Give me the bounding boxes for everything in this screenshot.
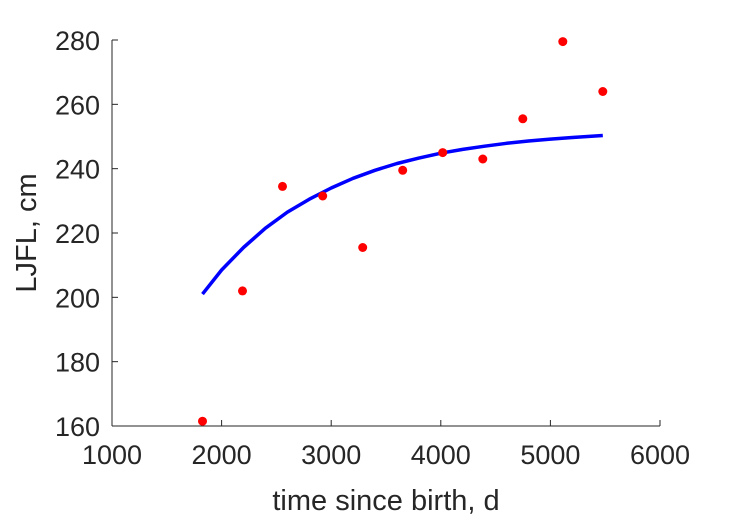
x-axis-ticks: 1000 2000 3000 4000 5000 6000	[82, 420, 690, 470]
data-point	[278, 181, 287, 191]
axes	[111, 40, 660, 427]
data-point	[438, 148, 448, 158]
x-tick-label: 2000	[192, 440, 252, 470]
data-point	[478, 154, 488, 164]
y-axis-ticks: 160 180 200 220 240 260 280	[55, 26, 118, 442]
y-tick-label: 220	[55, 219, 100, 249]
data-point	[398, 165, 408, 175]
y-axis-label: LJFL, cm	[11, 173, 43, 292]
data-point	[558, 37, 568, 47]
series-layer	[198, 37, 608, 426]
x-tick-label: 6000	[630, 440, 690, 470]
y-tick-label: 200	[55, 283, 100, 313]
y-tick-label: 240	[55, 155, 100, 185]
x-tick-label: 5000	[520, 440, 580, 470]
data-point	[598, 87, 608, 96]
x-tick-label: 4000	[411, 440, 471, 470]
data-point	[318, 191, 328, 201]
data-point	[518, 114, 528, 124]
x-tick-label: 1000	[82, 440, 142, 470]
data-point	[358, 243, 368, 252]
y-tick-label: 160	[55, 412, 100, 442]
data-point	[238, 286, 247, 296]
x-tick-label: 3000	[301, 440, 361, 470]
data-point	[198, 416, 207, 426]
x-axis-label: time since birth, d	[272, 485, 499, 517]
y-tick-label: 180	[55, 348, 100, 378]
y-tick-label: 260	[55, 90, 100, 120]
fit-curve-line	[201, 133, 603, 296]
y-tick-label: 280	[55, 26, 100, 56]
